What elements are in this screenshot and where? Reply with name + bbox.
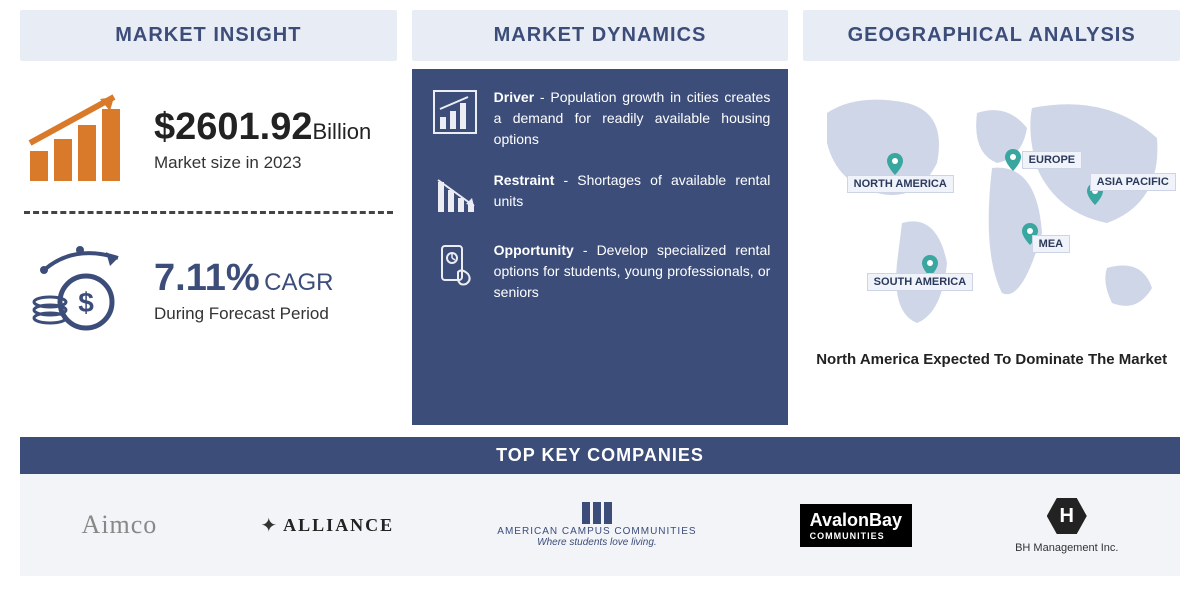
divider [24,211,393,214]
dynamics-text: Opportunity - Develop specialized rental… [494,240,771,303]
dynamics-header: MARKET DYNAMICS [412,10,789,61]
svg-text:$: $ [78,287,94,318]
market-dynamics-column: MARKET DYNAMICS Driver - Population grow… [412,10,789,425]
bar-decline-icon [430,170,480,220]
dynamics-item: Restraint - Shortages of available renta… [430,170,771,220]
map-pin-icon [922,255,938,271]
bar-growth-icon [430,87,480,137]
cagr-value: 7.11% [154,257,260,299]
touch-screen-icon [430,240,480,290]
map-pin-icon [887,153,903,169]
market-size-value: $2601.92 [154,106,313,148]
market-size-sub: Market size in 2023 [154,153,371,173]
region-label: ASIA PACIFIC [1090,173,1176,191]
world-map: NORTH AMERICA EUROPE ASIA PACIFIC MEA SOUTH … [807,73,1177,343]
dynamics-item: Opportunity - Develop specialized rental… [430,240,771,303]
coins-chart-icon: $ [24,240,144,340]
geo-column: GEOGRAPHICAL ANALYSIS NORTH AMERICA EUROP… [803,10,1180,425]
market-size-block: $2601.92Billion Market size in 2023 [24,71,393,207]
insight-header: MARKET INSIGHT [20,10,397,61]
region-label: NORTH AMERICA [847,175,954,193]
cagr-sub: During Forecast Period [154,304,333,324]
geo-header: GEOGRAPHICAL ANALYSIS [803,10,1180,61]
companies-header: TOP KEY COMPANIES [20,437,1180,474]
growth-bars-icon [24,89,144,189]
companies-section: TOP KEY COMPANIES Aimco ✦ALLIANCE AMERICAN… [20,437,1180,576]
market-size-unit: Billion [313,119,372,144]
company-logo: AvalonBayCOMMUNITIES [800,504,912,547]
company-logo: HBH Management Inc. [1015,496,1118,554]
dynamics-item: Driver - Population growth in cities cre… [430,87,771,150]
geo-caption: North America Expected To Dominate The M… [816,351,1167,368]
company-logo: Aimco [82,510,158,540]
region-label: SOUTH AMERICA [867,273,973,291]
region-label: MEA [1032,235,1070,253]
region-label: EUROPE [1022,151,1082,169]
company-logo: ✦ALLIANCE [260,513,394,538]
dynamics-text: Driver - Population growth in cities cre… [494,87,771,150]
map-pin-icon [1005,149,1021,165]
cagr-unit: CAGR [264,269,333,296]
cagr-block: $ 7.11% CAGR During Forecast Period [24,222,393,358]
company-logo: AMERICAN CAMPUS COMMUNITIESWhere student… [497,502,696,548]
market-insight-column: MARKET INSIGHT $2601.92Billion Market si… [20,10,397,425]
dynamics-text: Restraint - Shortages of available renta… [494,170,771,212]
